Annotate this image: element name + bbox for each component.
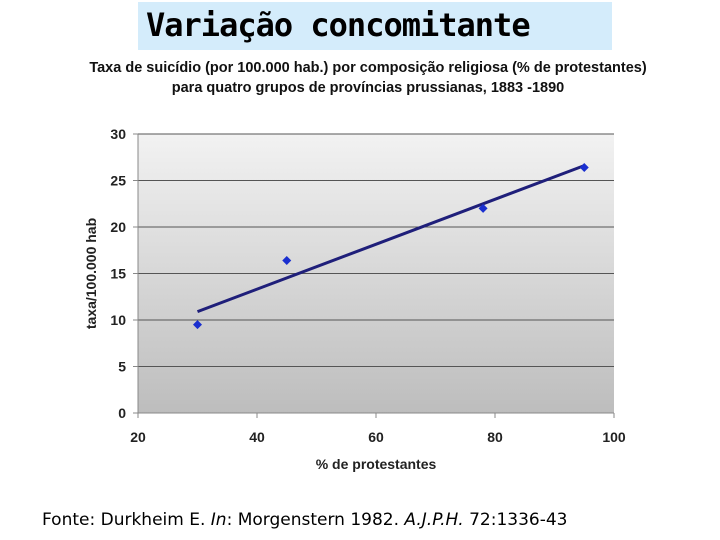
data-point	[282, 255, 292, 265]
source-citation: Fonte: Durkheim E. In: Morgenstern 1982.…	[42, 510, 568, 530]
y-tick-label: 0	[118, 405, 126, 421]
x-tick-label: 40	[249, 429, 265, 445]
trendline	[196, 164, 585, 314]
slide-title: Variação concomitante	[146, 6, 531, 44]
source-suffix: 72:1336-43	[463, 510, 568, 530]
chart-title: Taxa de suicídio (por 100.000 hab.) por …	[89, 60, 647, 96]
data-point	[579, 162, 589, 172]
data-point	[478, 203, 488, 213]
tick-labels: 0 5 10 15 20 25 30 20 40 60 80 100	[110, 126, 625, 445]
source-in: In	[210, 510, 227, 530]
x-tick-label: 80	[487, 429, 503, 445]
slide-title-box: Variação concomitante	[138, 2, 612, 50]
source-middle: : Morgenstern 1982.	[226, 510, 405, 530]
y-tick-label: 25	[110, 173, 126, 189]
x-axis-label: % de protestantes	[316, 456, 437, 472]
data-points	[193, 162, 589, 330]
y-axis-label: taxa/100.000 hab	[83, 218, 99, 329]
y-tick-label: 5	[118, 359, 126, 375]
gridlines	[138, 133, 614, 367]
data-point	[193, 320, 202, 330]
y-tick-label: 20	[110, 219, 126, 235]
source-prefix: Fonte: Durkheim E.	[42, 510, 211, 530]
source-journal: A.J.P.H.	[404, 510, 464, 530]
x-tick-label: 60	[368, 429, 384, 445]
y-tick-label: 15	[110, 266, 126, 282]
y-tick-label: 10	[110, 312, 126, 328]
x-tick-label: 100	[602, 429, 626, 445]
x-tick-label: 20	[130, 429, 146, 445]
y-tick-label: 30	[110, 126, 126, 142]
